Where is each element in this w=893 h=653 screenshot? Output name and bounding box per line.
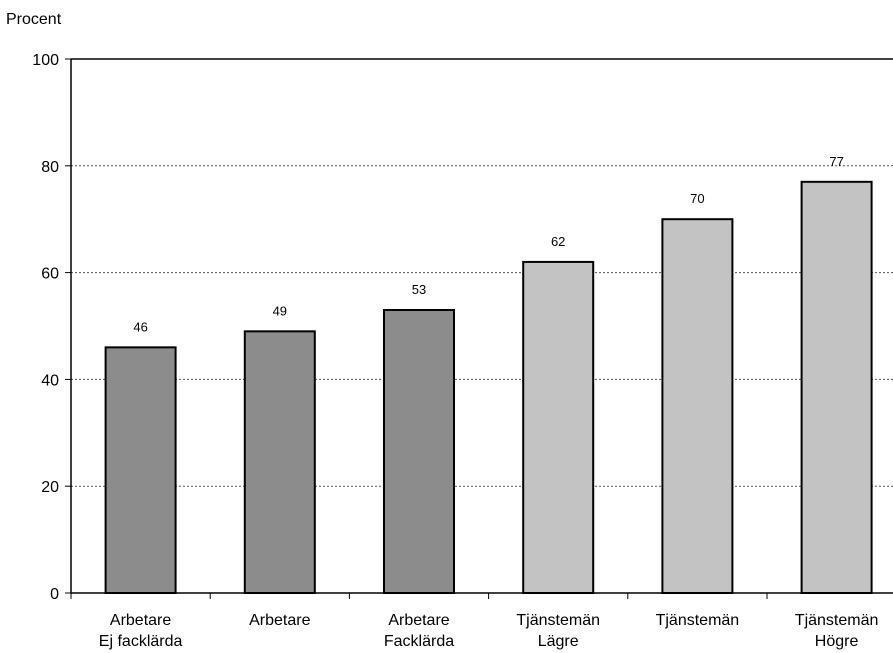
x-tick-label: Lägre	[538, 633, 579, 650]
y-axis-title: Procent	[6, 11, 62, 28]
data-label: 46	[133, 319, 147, 334]
data-label: 49	[273, 303, 287, 318]
y-tick-label: 60	[41, 266, 59, 283]
x-tick-label: Tjänstemän	[795, 612, 879, 629]
bar	[661, 218, 734, 594]
y-tick-label: 40	[41, 372, 59, 389]
axes	[70, 58, 893, 599]
data-label: 53	[412, 282, 426, 297]
data-label: 62	[551, 234, 565, 249]
y-tick-label: 80	[41, 159, 59, 176]
x-tick-label: Arbetare	[110, 612, 171, 629]
bar	[243, 330, 316, 594]
y-tick-label: 20	[41, 479, 59, 496]
y-tick-label: 0	[50, 586, 59, 603]
x-tick-label: Arbetare	[249, 612, 310, 629]
x-tick-label: Tjänstemän	[516, 612, 600, 629]
y-axis-ticks: 0 20 40 60 80 100	[32, 52, 71, 603]
data-label: 70	[690, 191, 704, 206]
x-tick-label: Högre	[815, 633, 859, 650]
bar	[104, 346, 177, 594]
bar	[383, 308, 455, 594]
gridlines	[71, 58, 893, 487]
x-tick-label: Arbetare	[388, 612, 449, 629]
data-labels: 46 49 53 62 70 77	[133, 154, 843, 335]
x-tick-label: Facklärda	[384, 633, 454, 650]
y-tick-label: 100	[32, 52, 59, 69]
x-tick-label: Tjänstemän	[656, 612, 740, 629]
data-label: 77	[829, 154, 843, 169]
x-axis-categories: Arbetare Ej facklärda Arbetare Arbetare Fack…	[99, 612, 879, 650]
x-tick-label: Ej facklärda	[99, 633, 183, 650]
bars	[104, 180, 873, 594]
bar	[800, 180, 873, 594]
bar	[522, 260, 595, 594]
